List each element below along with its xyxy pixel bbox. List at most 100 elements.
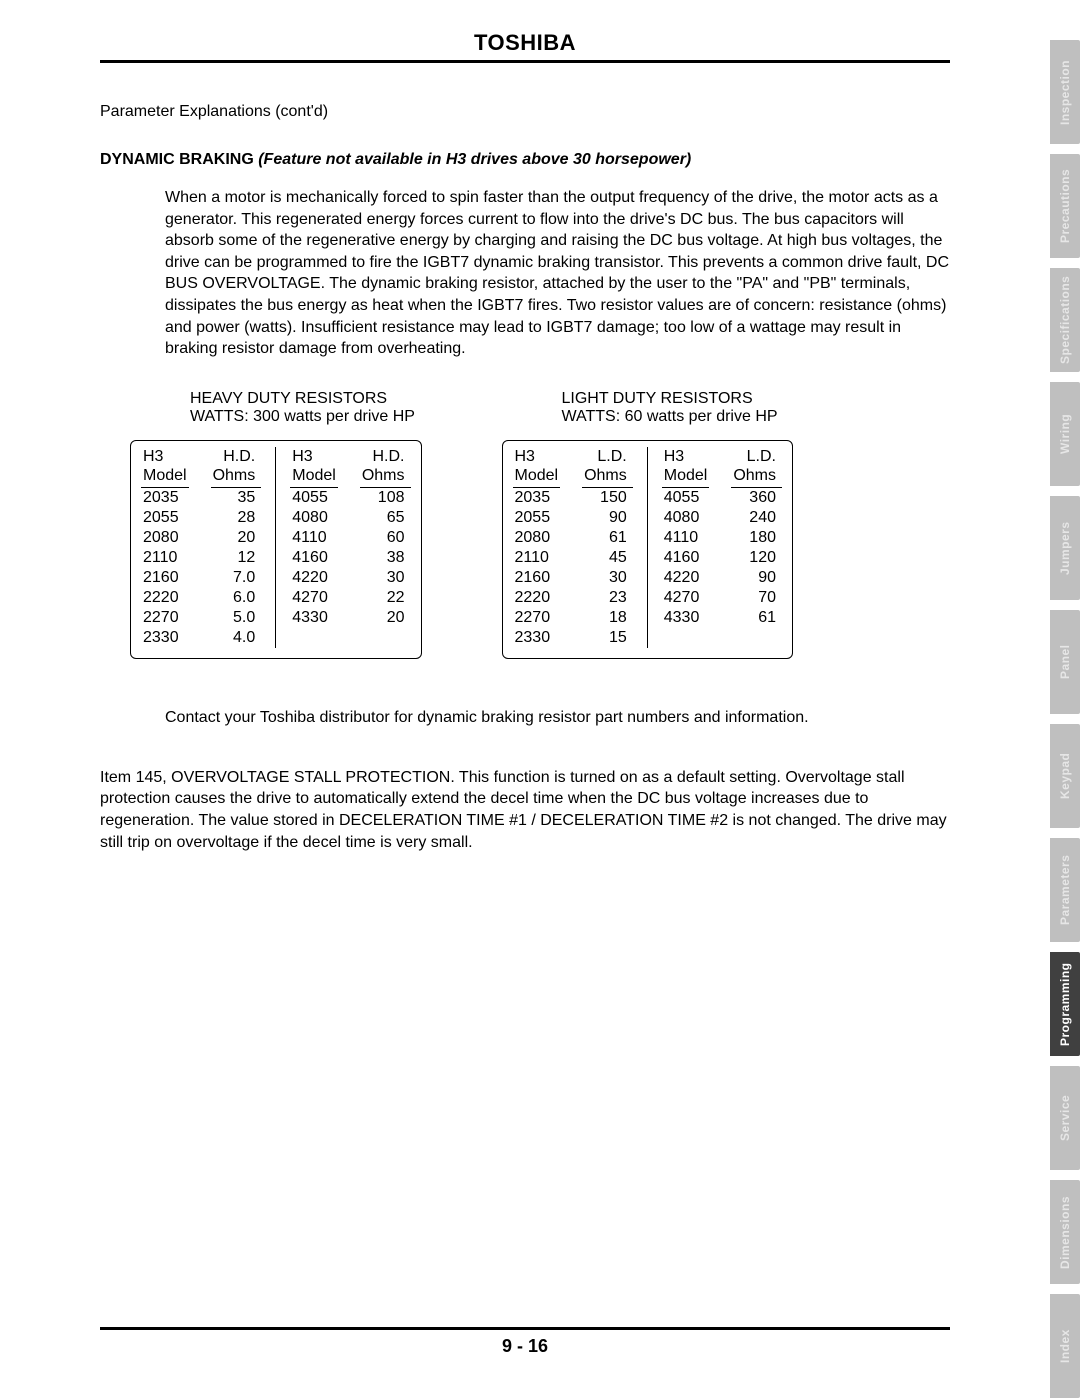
heavy-right-ohms-col: H.D.Ohms108656038302220 [360, 447, 411, 648]
table-cell: 2080 [513, 528, 561, 548]
table-cell: 2270 [141, 608, 189, 628]
table-cell: 4270 [662, 588, 710, 608]
table-cell: 2160 [513, 568, 561, 588]
tables-row: HEAVY DUTY RESISTORS WATTS: 300 watts pe… [130, 390, 950, 659]
table-cell: 2110 [513, 548, 561, 568]
table-cell: 30 [582, 568, 633, 588]
light-left-ohms-col: L.D.Ohms15090614530231815 [582, 447, 633, 648]
table-cell: 4160 [290, 548, 338, 568]
table-header-cell: H.D. [211, 447, 262, 467]
table-cell: 70 [731, 588, 782, 608]
table-cell: 61 [731, 608, 782, 628]
heavy-sub: WATTS: 300 watts per drive HP [190, 408, 422, 426]
heavy-table: H3Model20352055208021102160222022702330 … [130, 440, 422, 659]
table-cell: 2035 [513, 488, 561, 508]
table-cell: 4220 [290, 568, 338, 588]
side-tab-inspection[interactable]: Inspection [1050, 40, 1080, 144]
table-header-cell: L.D. [731, 447, 782, 467]
section-subtitle: Parameter Explanations (cont'd) [100, 103, 950, 121]
header-brand: TOSHIBA [100, 30, 950, 60]
table-cell: 4080 [662, 508, 710, 528]
table-cell: 2055 [141, 508, 189, 528]
side-tab-parameters[interactable]: Parameters [1050, 838, 1080, 942]
table-header-cell: Model [662, 467, 710, 488]
table-cell: 38 [360, 548, 411, 568]
table-cell: 360 [731, 488, 782, 508]
page-number: 9 - 16 [100, 1336, 950, 1357]
table-cell: 4055 [662, 488, 710, 508]
side-tab-index[interactable]: Index [1050, 1294, 1080, 1398]
table-cell: 150 [582, 488, 633, 508]
table-cell: 23 [582, 588, 633, 608]
table-header-cell: H.D. [360, 447, 411, 467]
dynamic-braking-paragraph: When a motor is mechanically forced to s… [165, 187, 950, 360]
heading-bold: DYNAMIC BRAKING [100, 151, 258, 168]
side-tab-panel[interactable]: Panel [1050, 610, 1080, 714]
table-cell: 30 [360, 568, 411, 588]
side-tab-precautions[interactable]: Precautions [1050, 154, 1080, 258]
side-tab-dimensions[interactable]: Dimensions [1050, 1180, 1080, 1284]
table-cell: 90 [731, 568, 782, 588]
table-cell: 2055 [513, 508, 561, 528]
table-header-cell: Ohms [360, 467, 411, 488]
side-tab-wiring[interactable]: Wiring [1050, 382, 1080, 486]
table-cell: 4220 [662, 568, 710, 588]
table-header-cell: H3 [662, 447, 710, 467]
table-cell: 61 [582, 528, 633, 548]
light-duty-block: LIGHT DUTY RESISTORS WATTS: 60 watts per… [502, 390, 794, 659]
side-tab-specifications[interactable]: Specifications [1050, 268, 1080, 372]
table-cell: 2160 [141, 568, 189, 588]
light-left-group: H3Model20352055208021102160222022702330 … [513, 447, 633, 648]
heavy-right-group: H3Model4055408041104160422042704330 H.D.… [275, 447, 410, 648]
table-cell: 65 [360, 508, 411, 528]
light-table: H3Model20352055208021102160222022702330 … [502, 440, 794, 659]
table-cell: 20 [211, 528, 262, 548]
light-title: LIGHT DUTY RESISTORS [562, 390, 794, 408]
table-cell: 2270 [513, 608, 561, 628]
section-heading: DYNAMIC BRAKING (Feature not available i… [100, 151, 950, 169]
table-header-cell: L.D. [582, 447, 633, 467]
side-tab-keypad[interactable]: Keypad [1050, 724, 1080, 828]
heavy-left-ohms-col: H.D.Ohms352820127.06.05.04.0 [211, 447, 262, 648]
light-right-ohms-col: L.D.Ohms360240180120907061 [731, 447, 782, 648]
heavy-duty-block: HEAVY DUTY RESISTORS WATTS: 300 watts pe… [130, 390, 422, 659]
heavy-left-group: H3Model20352055208021102160222022702330 … [141, 447, 261, 648]
light-right-model-col: H3Model4055408041104160422042704330 [662, 447, 710, 648]
table-header-cell: Ohms [211, 467, 262, 488]
table-cell: 2110 [141, 548, 189, 568]
table-header-cell: Model [513, 467, 561, 488]
table-cell: 45 [582, 548, 633, 568]
heavy-right-model-col: H3Model4055408041104160422042704330 [290, 447, 338, 648]
table-cell: 2035 [141, 488, 189, 508]
table-cell: 20 [360, 608, 411, 628]
table-cell: 12 [211, 548, 262, 568]
table-cell: 28 [211, 508, 262, 528]
table-cell: 4080 [290, 508, 338, 528]
table-cell: 2330 [513, 628, 561, 648]
heading-italic: (Feature not available in H3 drives abov… [258, 151, 691, 168]
table-cell: 4270 [290, 588, 338, 608]
side-tab-jumpers[interactable]: Jumpers [1050, 496, 1080, 600]
table-cell: 5.0 [211, 608, 262, 628]
table-cell: 4055 [290, 488, 338, 508]
header-rule [100, 60, 950, 63]
table-cell: 35 [211, 488, 262, 508]
side-tabs: Inspection Precautions Specifications Wirin… [1050, 40, 1080, 1398]
heavy-left-model-col: H3Model20352055208021102160222022702330 [141, 447, 189, 648]
table-header-cell: H3 [290, 447, 338, 467]
table-cell: 7.0 [211, 568, 262, 588]
light-sub: WATTS: 60 watts per drive HP [562, 408, 794, 426]
table-cell: 60 [360, 528, 411, 548]
page-content: TOSHIBA Parameter Explanations (cont'd) … [100, 30, 950, 853]
table-header-cell: Model [290, 467, 338, 488]
light-left-model-col: H3Model20352055208021102160222022702330 [513, 447, 561, 648]
side-tab-service[interactable]: Service [1050, 1066, 1080, 1170]
table-header-cell: Model [141, 467, 189, 488]
table-cell: 4.0 [211, 628, 262, 648]
table-cell: 2330 [141, 628, 189, 648]
table-cell: 18 [582, 608, 633, 628]
side-tab-programming[interactable]: Programming [1050, 952, 1080, 1056]
table-cell: 4330 [662, 608, 710, 628]
table-cell: 108 [360, 488, 411, 508]
page-footer: 9 - 16 [100, 1327, 950, 1357]
